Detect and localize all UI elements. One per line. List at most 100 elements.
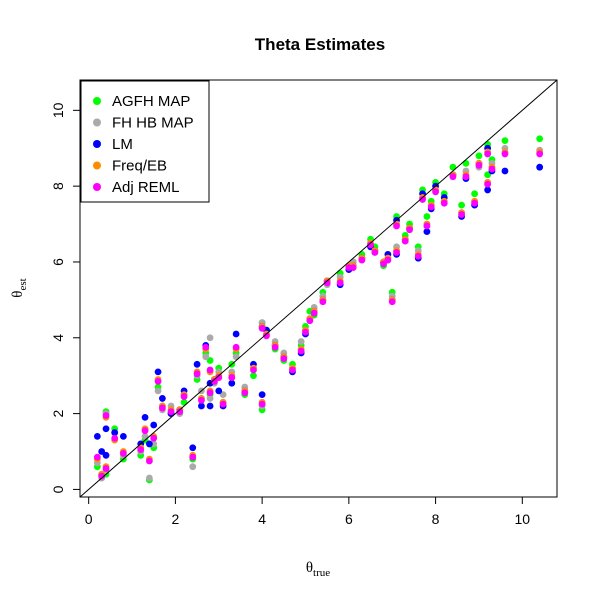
point-adj-reml — [427, 203, 435, 211]
point-adj-reml — [263, 332, 270, 340]
point-adj-reml — [145, 457, 153, 465]
point-adj-reml — [367, 241, 374, 249]
point-adj-reml — [111, 434, 119, 442]
y-axis-label: θest — [10, 278, 29, 297]
series-adj-reml — [93, 150, 544, 480]
point-adj-reml — [414, 252, 422, 260]
point-adj-reml — [193, 370, 201, 378]
legend-swatch — [93, 118, 101, 127]
point-adj-reml — [319, 298, 327, 306]
point-adj-reml — [302, 328, 309, 336]
x-axis-label: θtrue — [306, 560, 330, 579]
legend-box — [80, 80, 210, 203]
point-adj-reml — [406, 226, 413, 234]
point-adj-reml — [419, 196, 426, 203]
point-lm — [158, 395, 166, 402]
point-adj-reml — [219, 400, 227, 408]
x-tick-label: 0 — [85, 511, 93, 527]
point-fh-hb-map — [202, 353, 210, 361]
legend-item-lm: LM — [93, 136, 133, 153]
point-adj-reml — [371, 249, 379, 256]
point-adj-reml — [93, 453, 101, 461]
point-agfh-map — [250, 372, 257, 380]
point-lm — [198, 402, 205, 410]
legend-swatch — [93, 97, 101, 105]
point-adj-reml — [484, 150, 492, 158]
point-adj-reml — [228, 374, 236, 381]
point-lm — [154, 368, 162, 376]
point-adj-reml — [119, 450, 127, 457]
point-adj-reml — [458, 211, 465, 218]
point-agfh-map — [458, 201, 465, 209]
point-adj-reml — [358, 256, 366, 264]
point-lm — [215, 387, 223, 395]
point-adj-reml — [102, 412, 110, 419]
point-adj-reml — [141, 427, 149, 435]
y-tick-label: 0 — [50, 485, 66, 493]
x-tick-label: 8 — [432, 511, 440, 527]
chart-title: Theta Estimates — [255, 35, 385, 54]
x-tick-label: 6 — [345, 511, 353, 527]
point-lm — [228, 379, 236, 387]
legend: AGFH MAP FH HB MAP LM Freq/EB Adj REML — [80, 80, 210, 203]
point-agfh-map — [536, 135, 544, 143]
legend-item-agfh-map: AGFH MAP — [93, 93, 190, 110]
point-adj-reml — [180, 393, 188, 400]
y-tick-label: 4 — [50, 334, 66, 342]
legend-item-fh-hb-map: FH HB MAP — [93, 115, 194, 132]
point-adj-reml — [297, 347, 305, 355]
point-adj-reml — [154, 377, 162, 385]
y-tick-label: 2 — [50, 409, 66, 417]
point-adj-reml — [488, 165, 496, 173]
point-adj-reml — [258, 324, 266, 332]
point-lm — [93, 432, 101, 440]
point-adj-reml — [475, 161, 483, 169]
point-agfh-map — [462, 160, 470, 167]
legend-label: Freq/EB — [112, 158, 167, 175]
point-agfh-map — [475, 152, 483, 160]
point-fh-hb-map — [145, 474, 153, 482]
point-adj-reml — [471, 199, 479, 207]
x-axis-label-main: θ — [306, 560, 313, 576]
legend-swatch — [93, 183, 101, 191]
point-agfh-map — [449, 163, 457, 171]
point-adj-reml — [306, 317, 314, 325]
point-lm — [423, 228, 431, 236]
point-fh-hb-map — [232, 353, 240, 361]
legend-swatch — [93, 161, 101, 170]
legend-label: FH HB MAP — [112, 115, 194, 132]
y-tick-label: 8 — [50, 182, 66, 190]
point-lm — [193, 360, 201, 368]
x-tick-label: 2 — [172, 511, 180, 527]
point-adj-reml — [206, 366, 214, 374]
point-adj-reml — [289, 366, 296, 374]
point-adj-reml — [102, 465, 110, 472]
legend-item-freq-eb: Freq/EB — [93, 158, 167, 175]
point-adj-reml — [536, 150, 544, 158]
point-adj-reml — [310, 309, 318, 317]
point-lm — [145, 440, 153, 448]
x-axis: 0 2 4 6 8 10 — [85, 496, 530, 527]
y-tick-label: 10 — [50, 102, 66, 118]
legend-label: LM — [112, 136, 133, 153]
point-adj-reml — [271, 343, 279, 351]
point-adj-reml — [440, 199, 448, 207]
point-adj-reml — [432, 188, 439, 196]
legend-label: AGFH MAP — [112, 93, 190, 110]
legend-swatch — [93, 140, 101, 148]
point-adj-reml — [323, 279, 331, 287]
point-fh-hb-map — [154, 387, 162, 395]
point-adj-reml — [349, 264, 357, 272]
point-adj-reml — [401, 237, 409, 245]
point-agfh-map — [471, 190, 479, 198]
legend-label: Adj REML — [112, 179, 180, 196]
point-adj-reml — [449, 173, 457, 181]
point-agfh-map — [423, 213, 431, 220]
point-fh-hb-map — [206, 334, 214, 342]
point-adj-reml — [423, 222, 431, 230]
point-lm — [111, 429, 119, 436]
point-lm — [102, 425, 110, 433]
point-agfh-map — [501, 137, 509, 145]
point-adj-reml — [158, 404, 166, 412]
